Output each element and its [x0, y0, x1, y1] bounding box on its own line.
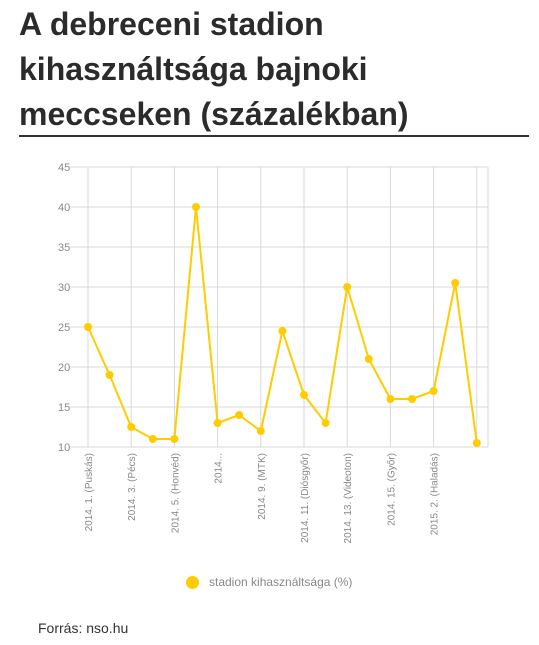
y-tick-label: 15 [58, 402, 70, 414]
data-point [148, 435, 157, 443]
line-chart: 10 15 20 25 30 35 40 45 2014. 1. (Puskás) 2014. 3… [58, 162, 489, 543]
y-tick-label: 10 [58, 442, 70, 454]
data-point [278, 327, 287, 335]
data-point [429, 387, 438, 395]
legend[interactable]: stadion kihasználtsága (%) [186, 575, 352, 589]
y-tick-label: 40 [58, 202, 70, 214]
x-tick-label: 2015. 2. (Haladás) [430, 453, 441, 535]
data-point [170, 435, 179, 443]
data-point [408, 395, 416, 403]
data-point [256, 427, 265, 435]
chart-title: A debreceni stadion kihasználtsága bajno… [19, 6, 409, 132]
x-tick-label: 2014. 1. (Puskás) [84, 453, 95, 531]
y-tick-label: 35 [58, 242, 70, 254]
x-tick-label: 2014. 15. (Győr) [386, 453, 397, 526]
legend-marker-icon [186, 575, 199, 589]
data-point [300, 391, 308, 399]
data-point [472, 439, 481, 447]
data-point [105, 371, 114, 379]
x-tick-label: 2014. 11. (Diósgyőr) [300, 453, 311, 543]
x-tick-label: 2014. 9. (MTK) [257, 453, 268, 520]
data-point [386, 395, 395, 403]
source-note: Forrás: nso.hu [38, 620, 129, 636]
x-tick-label: 2014. 3. (Pécs) [127, 453, 138, 521]
legend-label: stadion kihasználtsága (%) [209, 575, 353, 589]
x-tick-label: 2014... [214, 453, 225, 484]
data-point [364, 355, 373, 363]
y-tick-label: 30 [58, 282, 70, 294]
series-line [87, 206, 478, 444]
y-tick-label: 25 [58, 322, 70, 334]
data-point [451, 279, 460, 287]
data-point [343, 283, 352, 291]
data-point [213, 419, 222, 427]
data-point [235, 411, 244, 419]
x-tick-label: 2014. 5. (Honvéd) [170, 453, 181, 533]
data-point [321, 419, 330, 427]
y-tick-label: 20 [58, 362, 70, 374]
data-point [84, 323, 92, 331]
data-point [192, 203, 200, 211]
x-tick-label: 2014. 13. (Videoton) [343, 453, 354, 543]
title-divider [19, 135, 529, 137]
y-tick-label: 45 [58, 162, 70, 174]
data-point [127, 423, 136, 431]
